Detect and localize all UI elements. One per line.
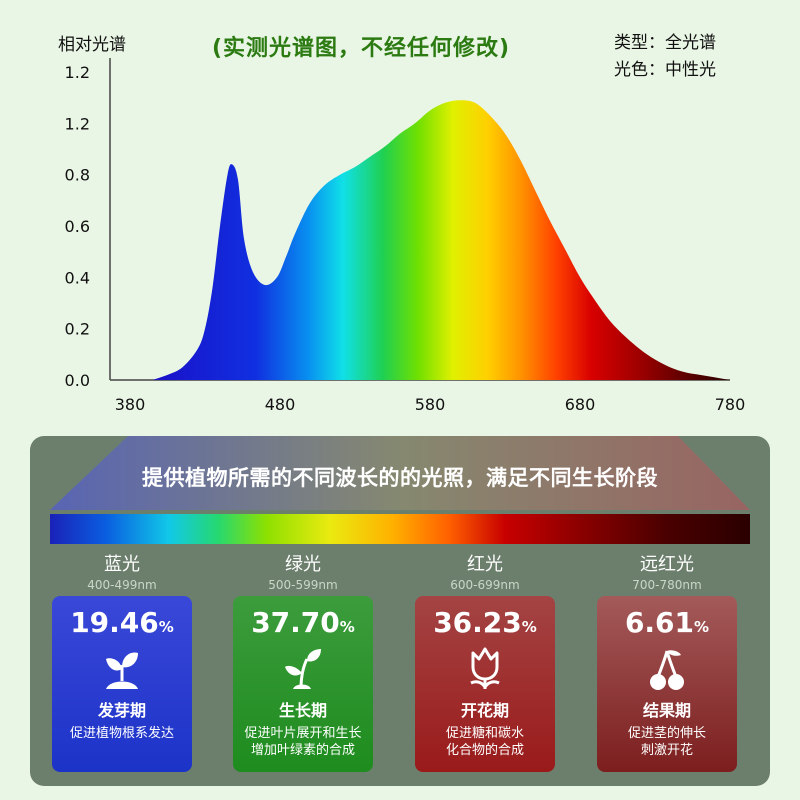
growth-stage: 结果期 bbox=[642, 701, 691, 720]
blue-light-header: 蓝光 400-499nm bbox=[52, 550, 192, 592]
band-range: 600-699nm bbox=[450, 578, 520, 592]
y-axis-label: 相对光谱 bbox=[58, 35, 126, 55]
light-stage-panel: 提供植物所需的不同波长的的光照，满足不同生长阶段 蓝光 400-499nm 19… bbox=[30, 436, 770, 786]
x-tick-label: 380 bbox=[115, 395, 146, 414]
stage-description: 促进茎的伸长 刺激开花 bbox=[627, 726, 706, 758]
chart-title: (实测光谱图，不经任何修改) bbox=[212, 36, 511, 61]
band-name: 蓝光 bbox=[104, 554, 140, 575]
stage-description: 促进叶片展开和生长 增加叶绿素的合成 bbox=[244, 726, 362, 758]
x-tick-label: 580 bbox=[415, 395, 446, 414]
band-range: 400-499nm bbox=[87, 578, 157, 592]
band-name: 红光 bbox=[467, 554, 503, 575]
far-red-light-header: 远红光 700-780nm bbox=[597, 550, 737, 592]
band-name: 远红光 bbox=[640, 554, 694, 575]
panel-banner-text: 提供植物所需的不同波长的的光照，满足不同生长阶段 bbox=[142, 466, 658, 490]
y-tick-labels: 0.0 0.2 0.4 0.6 0.8 1.2 1.2 bbox=[65, 63, 90, 390]
y-tick-label: 0.6 bbox=[65, 217, 90, 236]
green-light-card: 37.70% 生长期 促进叶片展开和生长 增加叶绿素的合成 bbox=[233, 596, 373, 772]
band-percentage: 6.61% bbox=[624, 606, 710, 639]
spec-meta: 类型：全光谱 光色：中性光 bbox=[614, 30, 716, 84]
y-tick-label: 0.2 bbox=[65, 320, 90, 339]
band-percentage: 19.46% bbox=[70, 606, 174, 639]
far-red-light-card: 6.61% 结果期 促进茎的伸长 刺激开花 bbox=[597, 596, 737, 772]
growth-stage: 生长期 bbox=[278, 701, 327, 720]
band-percentage: 37.70% bbox=[251, 606, 355, 639]
spectrum-area-series bbox=[152, 100, 730, 380]
tulip-icon bbox=[470, 647, 500, 689]
band-name: 绿光 bbox=[285, 554, 321, 575]
banner-triangle-background bbox=[50, 436, 750, 510]
stage-description: 促进植物根系发达 bbox=[69, 726, 174, 741]
x-tick-label: 480 bbox=[265, 395, 296, 414]
y-tick-label: 0.4 bbox=[65, 268, 90, 287]
y-tick-label: 0.8 bbox=[65, 166, 90, 185]
stage-description: 促进糖和碳水 化合物的合成 bbox=[445, 726, 524, 758]
red-light-card: 36.23% 开花期 促进糖和碳水 化合物的合成 bbox=[415, 596, 555, 772]
y-tick-label: 0.0 bbox=[65, 371, 90, 390]
y-tick-label: 1.2 bbox=[65, 63, 90, 82]
green-light-header: 绿光 500-599nm bbox=[233, 550, 373, 592]
seedling-icon bbox=[106, 652, 138, 689]
spectrum-chart: 0.0 0.2 0.4 0.6 0.8 1.2 1.2 380 480 580 680 780 bbox=[65, 58, 746, 414]
light-type-text: 类型：全光谱 bbox=[614, 33, 716, 53]
band-percentage: 36.23% bbox=[433, 606, 537, 639]
x-tick-label: 680 bbox=[565, 395, 596, 414]
x-tick-label: 780 bbox=[715, 395, 746, 414]
sprout-icon bbox=[285, 649, 321, 690]
x-tick-labels: 380 480 580 680 780 bbox=[115, 395, 746, 414]
growth-stage: 开花期 bbox=[460, 701, 509, 720]
light-color-text: 光色：中性光 bbox=[614, 60, 716, 80]
spectrum-gradient-bar bbox=[50, 514, 750, 544]
cherry-icon bbox=[650, 650, 684, 690]
band-range: 700-780nm bbox=[632, 578, 702, 592]
band-range: 500-599nm bbox=[268, 578, 338, 592]
y-tick-label: 1.2 bbox=[65, 114, 90, 133]
growth-stage: 发芽期 bbox=[97, 701, 146, 720]
red-light-header: 红光 600-699nm bbox=[415, 550, 555, 592]
blue-light-card: 19.46% 发芽期 促进植物根系发达 bbox=[52, 596, 192, 772]
